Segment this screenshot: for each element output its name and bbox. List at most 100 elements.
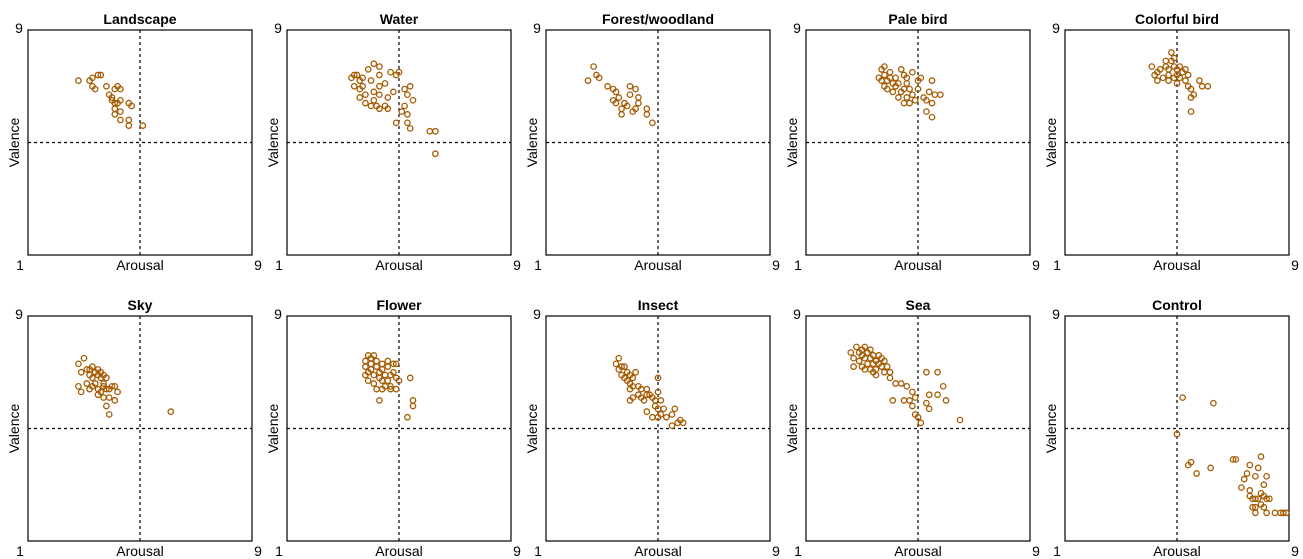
- data-point: [80, 354, 88, 362]
- data-point: [89, 374, 96, 382]
- data-point: [404, 91, 411, 99]
- data-point: [640, 397, 648, 404]
- data-point: [350, 82, 358, 90]
- data-point: [401, 102, 408, 110]
- panel-flower: Flower Arousal 1 9 9 Valence: [265, 297, 521, 559]
- data-point: [923, 108, 930, 115]
- data-points: [362, 352, 417, 421]
- y-tick-label-max: 9: [533, 306, 541, 322]
- x-tick-label-min: 1: [275, 543, 283, 559]
- data-point: [100, 394, 107, 401]
- data-point: [914, 85, 922, 93]
- data-point: [359, 82, 366, 90]
- x-tick-label-min: 1: [275, 257, 283, 273]
- data-point: [1198, 82, 1206, 90]
- data-point: [111, 111, 119, 118]
- y-tick-label-max: 9: [15, 306, 23, 322]
- data-point: [649, 119, 656, 127]
- x-tick-label-min: 1: [534, 543, 542, 559]
- data-point: [643, 105, 651, 113]
- data-point: [1148, 63, 1156, 70]
- data-point: [406, 125, 414, 132]
- data-point: [94, 71, 102, 79]
- y-axis-label: Valence: [524, 404, 540, 454]
- data-point: [370, 380, 378, 387]
- x-axis-label: Arousal: [634, 543, 681, 559]
- data-point: [1210, 399, 1217, 407]
- panel-title: Pale bird: [888, 11, 947, 27]
- data-point: [909, 68, 916, 76]
- data-point: [362, 91, 369, 99]
- data-point: [1176, 63, 1184, 70]
- data-point: [923, 368, 930, 376]
- data-point: [1252, 509, 1259, 517]
- data-point: [886, 374, 894, 382]
- data-point: [643, 391, 651, 399]
- data-point: [903, 80, 911, 87]
- data-point: [406, 82, 414, 90]
- data-point: [892, 74, 899, 82]
- data-point: [1187, 108, 1195, 115]
- x-axis-label: Arousal: [116, 543, 163, 559]
- data-point: [105, 411, 113, 418]
- data-point: [1263, 509, 1270, 517]
- data-point: [1249, 503, 1256, 511]
- plot-frame: [27, 315, 253, 542]
- data-point: [370, 60, 378, 68]
- x-tick-label-min: 1: [1053, 257, 1061, 273]
- data-point: [376, 91, 383, 99]
- panel-title: Forest/woodland: [602, 11, 714, 27]
- data-point: [89, 74, 96, 82]
- data-point: [103, 374, 110, 382]
- data-point: [1260, 503, 1268, 511]
- data-point: [83, 380, 91, 387]
- data-point: [1165, 77, 1172, 84]
- data-point: [1162, 57, 1170, 65]
- data-point: [928, 99, 936, 107]
- data-point: [618, 111, 625, 118]
- panel-landscape: Landscape Arousal 1 9 9 Valence: [6, 11, 262, 273]
- data-point: [384, 363, 392, 370]
- x-tick-label-max: 9: [254, 257, 262, 273]
- data-point: [939, 382, 947, 390]
- data-point: [362, 99, 369, 107]
- data-point: [1257, 453, 1265, 460]
- data-point: [1182, 66, 1189, 73]
- data-point: [1173, 430, 1181, 438]
- data-point: [1187, 458, 1195, 466]
- data-point: [404, 413, 411, 421]
- y-axis-label: Valence: [6, 404, 22, 454]
- x-axis-label: Arousal: [634, 257, 681, 273]
- data-point: [900, 99, 908, 107]
- data-point: [111, 105, 119, 113]
- data-point: [432, 127, 439, 135]
- data-point: [376, 71, 383, 79]
- data-point: [928, 77, 936, 84]
- data-point: [590, 63, 597, 70]
- data-point: [1207, 464, 1214, 472]
- data-point: [903, 94, 911, 101]
- data-point: [1280, 509, 1287, 517]
- data-point: [432, 150, 439, 158]
- data-point: [1252, 495, 1259, 503]
- data-point: [635, 94, 642, 101]
- data-point: [906, 397, 913, 404]
- data-point: [1232, 456, 1240, 463]
- x-tick-label-max: 9: [1032, 257, 1040, 273]
- data-point: [100, 380, 107, 387]
- x-tick-label-min: 1: [1053, 543, 1061, 559]
- data-point: [847, 349, 855, 356]
- data-point: [1277, 509, 1284, 517]
- data-point: [632, 105, 639, 113]
- y-axis-label: Valence: [1043, 118, 1059, 168]
- data-point: [1263, 472, 1270, 480]
- x-axis-label: Arousal: [1153, 257, 1200, 273]
- data-point: [111, 382, 119, 390]
- data-point: [886, 368, 894, 376]
- panel-pale-bird: Pale bird Arousal 1 9 9 Valence: [784, 11, 1040, 273]
- panel-title: Landscape: [103, 11, 176, 27]
- data-point: [679, 419, 687, 427]
- plot-frame: [1064, 29, 1290, 256]
- data-point: [409, 402, 417, 410]
- x-tick-label-max: 9: [513, 257, 521, 273]
